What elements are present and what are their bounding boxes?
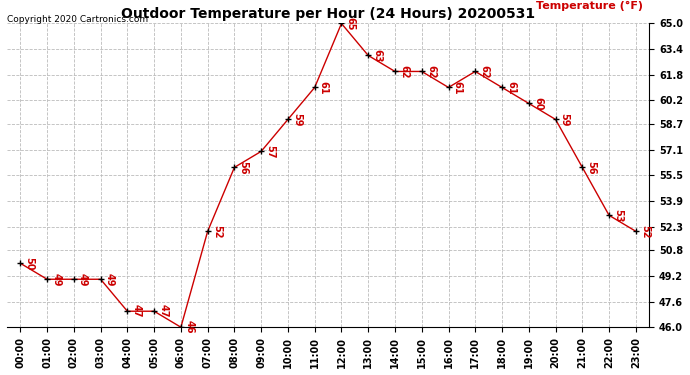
Text: 56: 56: [239, 160, 248, 174]
Text: 62: 62: [480, 65, 489, 78]
Text: Copyright 2020 Cartronics.com: Copyright 2020 Cartronics.com: [7, 15, 148, 24]
Text: 62: 62: [426, 65, 436, 78]
Text: 52: 52: [212, 225, 221, 238]
Text: 47: 47: [132, 304, 141, 318]
Text: 60: 60: [533, 97, 543, 110]
Text: 56: 56: [586, 160, 596, 174]
Text: 61: 61: [319, 81, 329, 94]
Text: 53: 53: [613, 209, 623, 222]
Text: 50: 50: [24, 256, 34, 270]
Text: 52: 52: [640, 225, 650, 238]
Text: 46: 46: [185, 321, 195, 334]
Text: 61: 61: [506, 81, 516, 94]
Text: 59: 59: [292, 112, 302, 126]
Title: Outdoor Temperature per Hour (24 Hours) 20200531: Outdoor Temperature per Hour (24 Hours) …: [121, 7, 535, 21]
Text: 61: 61: [453, 81, 463, 94]
Text: 65: 65: [346, 17, 355, 30]
Text: 47: 47: [158, 304, 168, 318]
Text: 49: 49: [105, 273, 115, 286]
Text: 63: 63: [373, 49, 382, 62]
Text: 59: 59: [560, 112, 570, 126]
Text: 62: 62: [399, 65, 409, 78]
Text: Temperature (°F): Temperature (°F): [536, 1, 643, 11]
Text: 49: 49: [51, 273, 61, 286]
Text: 49: 49: [78, 273, 88, 286]
Text: 57: 57: [266, 145, 275, 158]
